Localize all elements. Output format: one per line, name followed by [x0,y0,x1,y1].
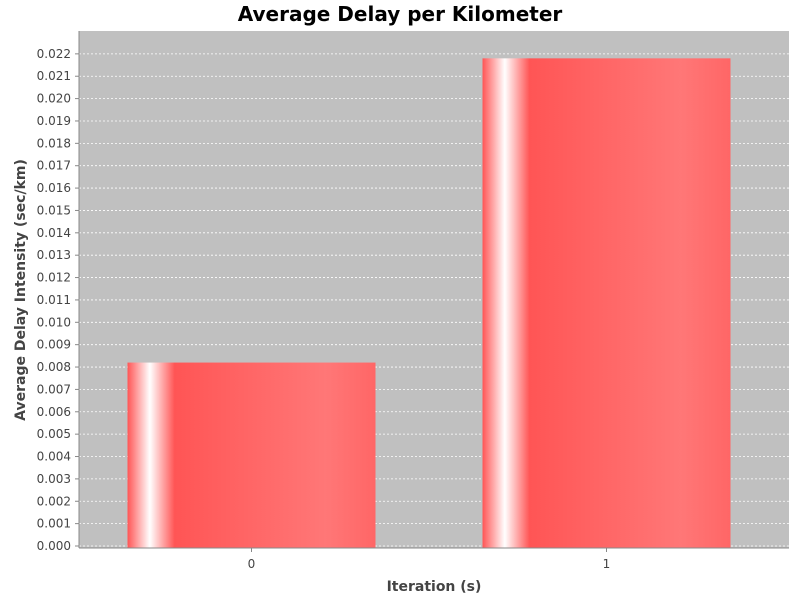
y-tick-label: 0.018 [37,136,71,150]
y-tick-labels: 0.000 0.001 0.002 0.003 0.004 0.005 0.006 0.007… [37,47,79,553]
y-tick-label: 0.000 [37,539,71,553]
y-tick-label: 0.006 [37,405,71,419]
y-tick-label: 0.016 [37,181,71,195]
y-tick-label: 0.017 [37,159,71,173]
y-axis-title: Average Delay Intensity (sec/km) [13,159,29,421]
y-tick-label: 0.009 [37,338,71,352]
y-tick-label: 0.002 [37,494,71,508]
axes [78,31,789,549]
chart-title: Average Delay per Kilometer [237,2,563,26]
y-tick-label: 0.011 [37,293,71,307]
y-tick-label: 0.010 [37,315,71,329]
y-tick-label: 0.007 [37,382,71,396]
y-tick-label: 0.021 [37,69,71,83]
y-tick-label: 0.003 [37,472,71,486]
y-tick-label: 0.005 [37,427,71,441]
y-tick-label: 0.022 [37,47,71,61]
y-tick-label: 0.008 [37,360,71,374]
y-tick-label: 0.013 [37,248,71,262]
bars [127,58,731,549]
y-tick-label: 0.019 [37,114,71,128]
x-axis-title: Iteration (s) [387,579,482,595]
y-tick-label: 0.020 [37,92,71,106]
y-tick-label: 0.012 [37,271,71,285]
y-tick-label: 0.015 [37,203,71,217]
x-tick-label: 0 [248,557,256,571]
bar-1 [482,58,731,549]
y-tick-label: 0.014 [37,226,71,240]
bar-0 [127,362,376,548]
y-tick-label: 0.001 [37,517,71,531]
x-tick-label: 1 [603,557,611,571]
y-tick-label: 0.004 [37,450,71,464]
